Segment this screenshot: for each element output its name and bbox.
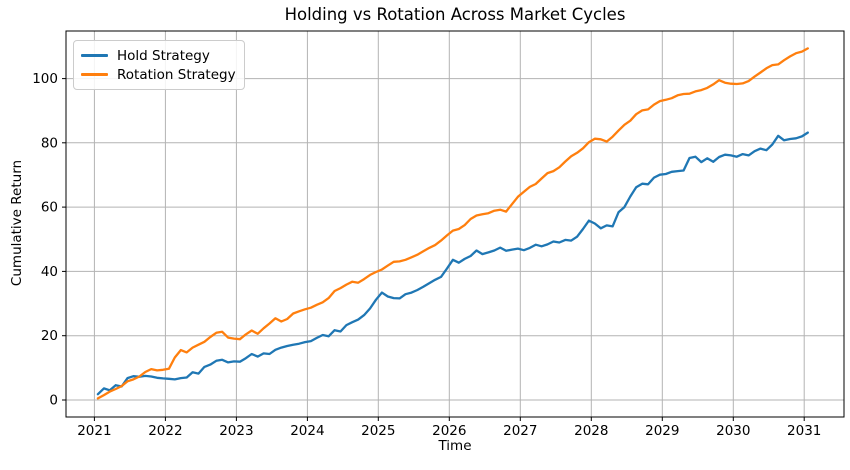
x-tick-label: 2028 (574, 423, 608, 439)
y-tick-label: 20 (41, 328, 58, 344)
x-tick-label: 2026 (432, 423, 466, 439)
x-tick-label: 2029 (645, 423, 679, 439)
rotation-line-swatch (81, 72, 108, 77)
y-tick-label: 100 (32, 71, 58, 87)
y-axis-label: Cumulative Return (9, 159, 25, 287)
x-tick-label: 2031 (787, 423, 821, 439)
y-tick-label: 60 (41, 200, 58, 216)
x-tick-label: 2030 (716, 423, 750, 439)
legend-item-rotation: Rotation Strategy (81, 65, 236, 84)
x-tick-label: 2025 (361, 423, 395, 439)
y-tick-label: 0 (49, 393, 58, 409)
x-tick-label: 2027 (503, 423, 537, 439)
legend-label-rotation: Rotation Strategy (117, 66, 236, 83)
x-axis-label: Time (438, 438, 472, 454)
x-tick-label: 2023 (219, 423, 253, 439)
x-tick-label: 2024 (290, 423, 324, 439)
x-tick-label: 2022 (148, 423, 182, 439)
legend-item-hold: Hold Strategy (81, 46, 236, 65)
axes-spine (65, 30, 845, 418)
rotation-strategy-line (96, 47, 809, 400)
hold-strategy-line (96, 131, 809, 396)
y-tick-label: 80 (41, 135, 58, 151)
x-tick-label: 2021 (77, 423, 111, 439)
legend-label-hold: Hold Strategy (117, 47, 210, 64)
hold-line-swatch (81, 53, 108, 58)
legend: Hold Strategy Rotation Strategy (73, 40, 245, 90)
chart-title: Holding vs Rotation Across Market Cycles (284, 5, 626, 24)
y-tick-label: 40 (41, 264, 58, 280)
